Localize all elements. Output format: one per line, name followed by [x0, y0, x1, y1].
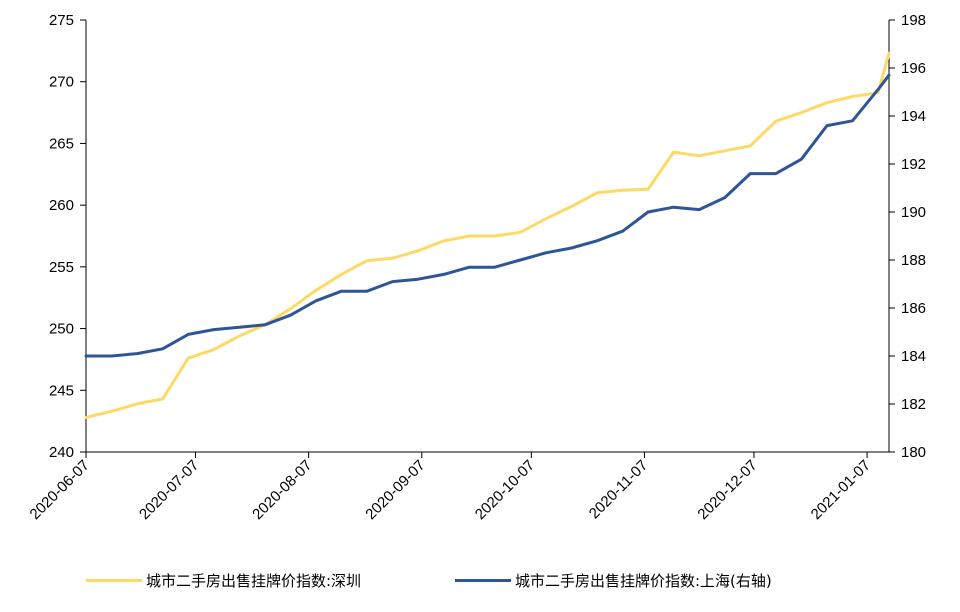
x-axis: 2020-06-07 2020-07-07 2020-08-07 2020-09-07… [27, 451, 889, 523]
x-tick-label: 2020-06-07 [27, 457, 93, 523]
legend-swatch-shenzhen [86, 579, 142, 582]
y-right-tick-label: 194 [901, 108, 926, 125]
x-tick-label: 2020-09-07 [362, 457, 428, 523]
y-right-tick-label: 188 [901, 252, 926, 269]
y-right-tick-label: 184 [901, 348, 926, 365]
y-left-tick-label: 250 [49, 321, 74, 338]
y-left-tick-label: 260 [49, 197, 74, 214]
x-tick-label: 2020-12-07 [694, 457, 760, 523]
legend-item-shanghai: 城市二手房出售挂牌价指数:上海(右轴) [455, 570, 772, 591]
y-right-tick-label: 182 [901, 396, 926, 413]
x-tick-label: 2020-07-07 [136, 457, 202, 523]
series-line-shanghai [84, 73, 891, 358]
x-tick-label: 2021-01-07 [808, 457, 874, 523]
y-axis-right: 180 182 184 186 188 190 192 194 196 198 [888, 12, 926, 461]
y-right-tick-label: 180 [901, 444, 926, 461]
legend-label-shenzhen: 城市二手房出售挂牌价指数:深圳 [146, 572, 362, 590]
legend-label-shanghai: 城市二手房出售挂牌价指数:上海(右轴) [515, 572, 772, 590]
y-left-tick-label: 265 [49, 135, 74, 152]
y-right-tick-label: 192 [901, 156, 926, 173]
y-left-tick-label: 240 [49, 444, 74, 461]
y-left-tick-label: 245 [49, 382, 74, 399]
y-left-tick-label: 255 [49, 259, 74, 276]
series-line-shenzhen [84, 51, 891, 419]
legend-item-shenzhen: 城市二手房出售挂牌价指数:深圳 [86, 570, 361, 591]
y-left-tick-label: 270 [49, 74, 74, 91]
y-right-tick-label: 186 [901, 300, 926, 317]
y-axis-left: 240 245 250 255 260 265 270 275 [49, 12, 87, 461]
series-layer [84, 51, 891, 419]
x-tick-label: 2020-08-07 [249, 457, 315, 523]
x-tick-label: 2020-11-07 [586, 457, 651, 522]
y-left-tick-label: 275 [49, 12, 74, 29]
legend: 城市二手房出售挂牌价指数:深圳 城市二手房出售挂牌价指数:上海(右轴) [0, 560, 960, 600]
legend-swatch-shanghai [455, 579, 511, 582]
y-right-tick-label: 198 [901, 12, 926, 29]
y-right-tick-label: 190 [901, 204, 926, 221]
y-right-tick-label: 196 [901, 60, 926, 77]
line-chart: 2020-06-07 2020-07-07 2020-08-07 2020-09-07… [27, 12, 926, 523]
x-tick-label: 2020-10-07 [472, 457, 538, 523]
